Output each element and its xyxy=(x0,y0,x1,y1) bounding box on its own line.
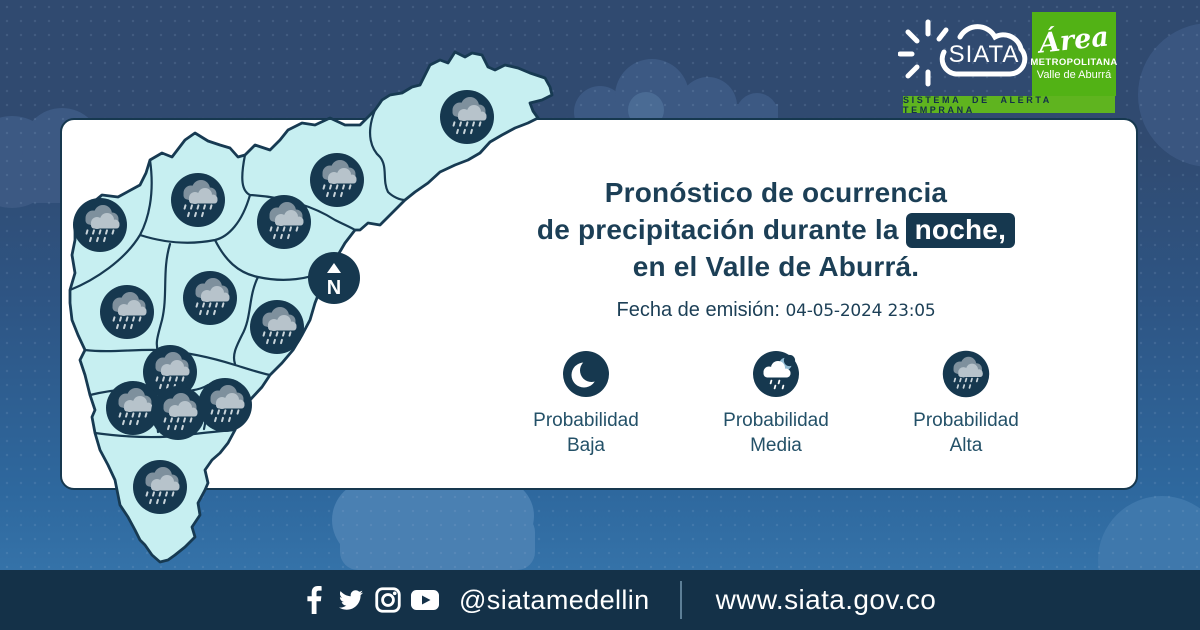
legend-label-line1: Probabilidad xyxy=(913,410,1019,431)
cloud-outline-icon xyxy=(939,24,1028,77)
title-line-1: Pronóstico de ocurrencia xyxy=(604,177,948,208)
legend-item-alta: Probabilidad Alta xyxy=(892,350,1040,458)
area-metropolitana-logo: Área METROPOLITANA Valle de Aburrá xyxy=(1030,12,1118,96)
siata-banner: SISTEMA DE ALERTA TEMPRANA xyxy=(903,95,1115,115)
siata-wordmark: SIATA xyxy=(949,41,1020,68)
title-line-2-text: de precipitación durante la xyxy=(536,214,899,245)
legend-label: Probabilidad Baja xyxy=(533,408,639,458)
title-line-2: de precipitación durante la noche, xyxy=(456,211,1096,248)
legend-label-line1: Probabilidad xyxy=(723,410,829,431)
website-url[interactable]: www.siata.gov.co xyxy=(715,584,937,615)
title-line-3: en el Valle de Aburrá. xyxy=(632,251,920,282)
area-logo-script: Área xyxy=(1037,20,1111,60)
cloud-drizzle-moon-icon xyxy=(753,351,799,397)
instagram-icon[interactable] xyxy=(374,586,402,614)
twitter-icon[interactable] xyxy=(337,586,365,614)
area-logo-valle: Valle de Aburrá xyxy=(1036,68,1112,81)
footer-divider xyxy=(679,581,682,619)
legend-label-line2: Alta xyxy=(949,435,983,456)
legend-label: Probabilidad Alta xyxy=(913,408,1019,458)
cloud-shape-right xyxy=(1138,23,1200,167)
moon-icon xyxy=(563,351,609,397)
emission-date: Fecha de emisión: 04-05-2024 23:05 xyxy=(456,299,1096,322)
highlight-noche: noche, xyxy=(905,213,1016,248)
area-logo-metropolitana: METROPOLITANA xyxy=(1030,56,1118,68)
probability-legend: Probabilidad Baja xyxy=(456,350,1096,458)
legend-item-media: Probabilidad Media xyxy=(702,350,850,458)
legend-label-line2: Baja xyxy=(566,435,605,456)
legend-label-line2: Media xyxy=(750,435,802,456)
legend-label: Probabilidad Media xyxy=(723,408,829,458)
emission-label: Fecha de emisión: xyxy=(616,299,780,321)
siata-logo: SIATA xyxy=(898,19,1028,87)
forecast-title: Pronóstico de ocurrencia de precipitació… xyxy=(456,174,1096,285)
footer-bar: @siatamedellin www.siata.gov.co xyxy=(0,570,1200,630)
forecast-card: Pronóstico de ocurrencia de precipitació… xyxy=(60,118,1138,490)
youtube-icon[interactable] xyxy=(411,586,439,614)
cloud-rain-icon xyxy=(942,350,990,398)
social-icons xyxy=(300,586,439,614)
header-logos: SIATA SISTEMA DE ALERTA TEMPRANA Área ME… xyxy=(898,8,1138,116)
social-handle[interactable]: @siatamedellin xyxy=(459,584,650,615)
legend-item-baja: Probabilidad Baja xyxy=(512,350,660,458)
emission-value: 04-05-2024 23:05 xyxy=(785,301,936,321)
card-content: Pronóstico de ocurrencia de precipitació… xyxy=(456,120,1096,488)
legend-label-line1: Probabilidad xyxy=(533,410,639,431)
facebook-icon[interactable] xyxy=(300,586,328,614)
sun-rays-icon xyxy=(898,19,949,87)
